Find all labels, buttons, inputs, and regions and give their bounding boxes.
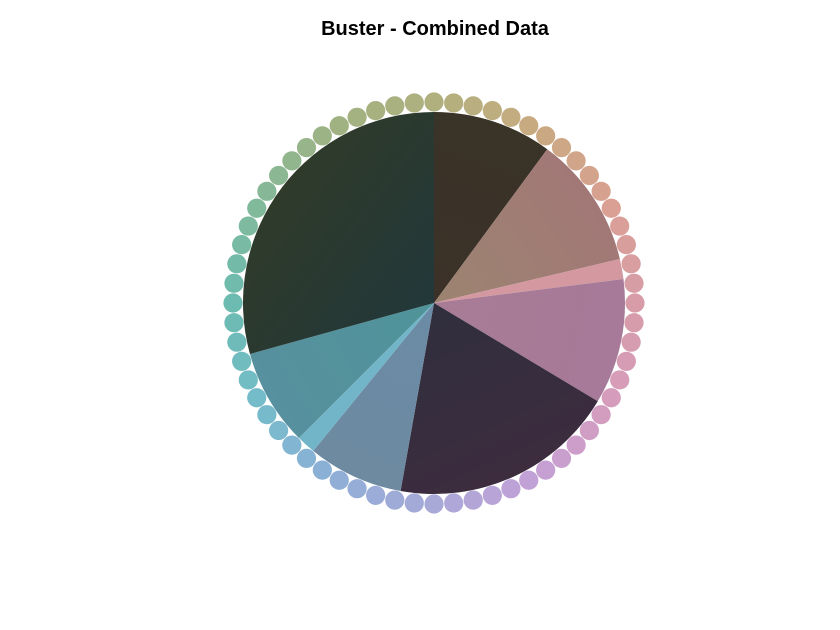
- ring-dot: [385, 490, 405, 510]
- ring-dot: [223, 293, 243, 313]
- ring-dot: [238, 216, 258, 236]
- ring-dot: [282, 151, 302, 171]
- pie-slice-5: [400, 303, 598, 494]
- pie-slice-7: [298, 303, 434, 451]
- ring-dot: [247, 198, 267, 218]
- ring-dot: [224, 273, 244, 293]
- ring-dot: [385, 96, 405, 116]
- ring-dot: [591, 405, 611, 425]
- chart-title: Buster - Combined Data: [321, 18, 549, 40]
- ring-dot: [610, 216, 630, 236]
- ring-dot: [257, 181, 277, 201]
- ring-dot: [566, 435, 586, 455]
- pie-slice-8: [249, 303, 434, 439]
- ring-dot: [536, 460, 556, 480]
- pie-slice-3: [434, 259, 624, 303]
- ring-dot: [232, 235, 252, 255]
- ring-dot: [404, 93, 424, 113]
- ring-dot: [312, 460, 332, 480]
- ring-dot: [227, 254, 247, 274]
- ring-dot: [463, 96, 483, 116]
- ring-dot: [610, 370, 630, 390]
- ring-dot: [566, 151, 586, 171]
- ring-dot: [624, 313, 644, 333]
- ring-dot: [312, 126, 332, 146]
- ring-dot: [347, 479, 367, 499]
- ring-dot: [366, 485, 386, 505]
- ring-dot: [551, 138, 572, 158]
- ring-dot: [424, 92, 444, 112]
- pie-slice-4: [434, 279, 625, 402]
- ring-dot: [444, 93, 464, 113]
- ring-dot: [601, 198, 621, 218]
- pie-slice-6: [313, 303, 434, 492]
- ring-dot: [601, 388, 621, 408]
- ring-dot: [269, 420, 289, 441]
- ring-dot: [482, 485, 502, 505]
- ring-dot: [238, 370, 258, 390]
- pie-slices: [243, 112, 625, 494]
- ring-dot: [463, 490, 483, 510]
- ring-dot: [257, 405, 277, 425]
- pie-slice-9: [243, 112, 434, 354]
- ring-dot: [551, 448, 572, 468]
- ring-dot: [329, 116, 349, 136]
- ring-dot: [296, 138, 317, 158]
- ring-dot: [621, 332, 641, 352]
- pie-slice-1: [434, 112, 548, 303]
- pie-slice-2: [434, 149, 620, 303]
- ring-dot: [591, 181, 611, 201]
- ring-dot: [482, 101, 502, 121]
- ring-dot: [444, 493, 464, 513]
- ring-dot: [616, 235, 636, 255]
- ring-dot: [424, 494, 444, 514]
- ring-dot: [269, 165, 289, 186]
- ring-dot: [624, 273, 644, 293]
- ring-dot: [625, 293, 645, 313]
- outer-dot-ring: [223, 92, 645, 514]
- ring-dot: [519, 470, 539, 490]
- ring-dot: [579, 165, 599, 186]
- ring-dot: [501, 479, 521, 499]
- ring-dot: [329, 470, 349, 490]
- ring-dot: [224, 313, 244, 333]
- ring-dot: [296, 448, 317, 468]
- ring-dot: [621, 254, 641, 274]
- ring-dot: [227, 332, 247, 352]
- ring-dot: [404, 493, 424, 513]
- ring-dot: [536, 126, 556, 146]
- ring-dot: [519, 116, 539, 136]
- ring-dot: [247, 388, 267, 408]
- ring-dot: [366, 101, 386, 121]
- ring-dot: [232, 351, 252, 371]
- ring-dot: [579, 420, 599, 441]
- ring-dot: [347, 107, 367, 127]
- ring-dot: [501, 107, 521, 127]
- ring-dot: [616, 351, 636, 371]
- ring-dot: [282, 435, 302, 455]
